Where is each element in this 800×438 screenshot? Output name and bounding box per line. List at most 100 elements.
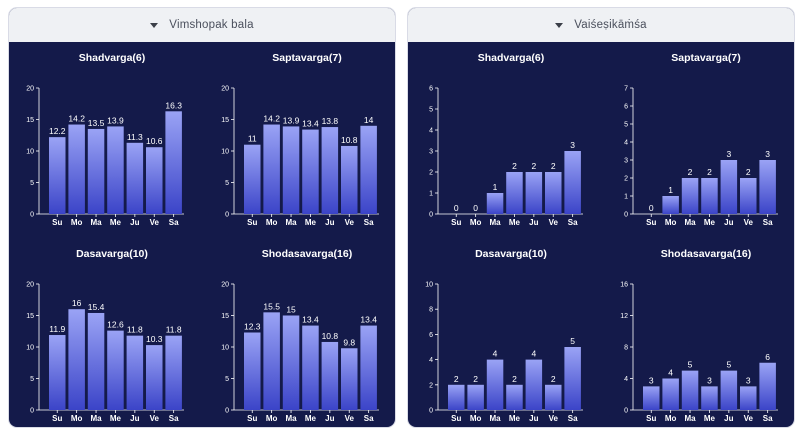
chart-grid: Shadvarga(6) 0 1 2 3 4 5 6 0 Su 0 Mo 1 Ma 2 Me 2 Ju 2 Ve 3 Sa… — [408, 42, 794, 427]
y-tick-label: 5 — [624, 122, 628, 129]
bar — [360, 125, 377, 214]
bar — [525, 172, 543, 214]
y-tick-label: 15 — [221, 117, 229, 124]
data-label: 10.8 — [322, 331, 339, 341]
x-tick-label: Mo — [71, 218, 83, 227]
data-label: 12.6 — [107, 320, 124, 330]
bar — [720, 370, 738, 410]
bar — [282, 126, 300, 214]
chart-title: Saptavarga(7) — [272, 52, 341, 64]
bar — [740, 178, 757, 214]
panel-title: Vimshopak bala — [169, 19, 254, 31]
y-tick-label: 6 — [624, 104, 628, 111]
y-tick-label: 0 — [225, 408, 229, 415]
bar — [146, 345, 163, 410]
x-tick-label: Sa — [763, 218, 773, 227]
y-tick-label: 4 — [624, 140, 628, 147]
bar — [662, 378, 679, 410]
x-tick-label: Su — [451, 218, 461, 227]
y-tick-label: 2 — [624, 176, 628, 183]
y-tick-label: 7 — [624, 86, 628, 93]
x-tick-label: Sa — [364, 414, 374, 423]
data-label: 16 — [72, 298, 82, 308]
data-label: 13.5 — [88, 118, 105, 128]
data-label: 10.6 — [146, 136, 163, 146]
data-label: 0 — [649, 203, 654, 213]
x-tick-label: Ma — [684, 218, 696, 227]
y-tick-label: 20 — [26, 282, 34, 289]
y-tick-label: 5 — [30, 376, 34, 383]
x-tick-label: Sa — [763, 414, 773, 423]
x-tick-label: Ve — [345, 414, 355, 423]
data-label: 5 — [570, 336, 575, 346]
x-tick-label: Mo — [71, 414, 83, 423]
y-tick-label: 5 — [429, 107, 433, 114]
vimshopak-bala-panel: Vimshopak bala Shadvarga(6) 0 5 10 15 20 12.2 S… — [9, 8, 395, 427]
bar — [68, 309, 85, 410]
chart-title: Dasavarga(10) — [76, 248, 148, 260]
data-label: 3 — [707, 375, 712, 385]
y-tick-label: 0 — [624, 212, 628, 219]
data-label: 15.4 — [88, 302, 105, 312]
bar — [244, 332, 261, 410]
y-tick-label: 20 — [221, 86, 229, 93]
vaisesikamsa-charts: Shadvarga(6)01234560Su0Mo1Ma2Me2Ju2Ve3Sa… — [425, 52, 778, 423]
y-tick-label: 15 — [26, 313, 34, 320]
y-tick-label: 2 — [429, 170, 433, 177]
x-tick-label: Ju — [529, 218, 538, 227]
bar — [321, 127, 339, 214]
y-tick-label: 8 — [624, 345, 628, 352]
data-label: 3 — [649, 375, 654, 385]
bar — [263, 124, 280, 214]
data-label: 1 — [668, 185, 673, 195]
x-tick-label: Ju — [325, 218, 334, 227]
x-tick-label: Su — [247, 414, 257, 423]
chart-title: Shadvarga(6) — [478, 52, 545, 64]
x-tick-label: Sa — [568, 218, 578, 227]
vimshopak-bala-header[interactable]: Vimshopak bala — [9, 8, 395, 42]
bar-chart: Shodasavarga(16) 0 5 10 15 20 12.3 Su 15.5 Mo 15 Ma… — [221, 248, 379, 423]
bar — [165, 335, 182, 410]
data-label: 5 — [688, 360, 693, 370]
x-tick-label: Ve — [345, 218, 355, 227]
y-tick-label: 2 — [429, 382, 433, 389]
x-tick-label: Ju — [724, 218, 733, 227]
vimshopak-charts: Shadvarga(6) 0 5 10 15 20 12.2 Su 14.2 Mo 13.5 Ma 13… — [26, 52, 379, 423]
x-tick-label: Me — [110, 218, 122, 227]
x-tick-label: Su — [451, 414, 461, 423]
bar-chart: Shadvarga(6) 0 5 10 15 20 12.2 Su 14.2 Mo 13.5 Ma 13… — [26, 52, 184, 227]
data-label: 0 — [473, 203, 478, 213]
y-tick-label: 10 — [26, 345, 34, 352]
y-tick-label: 20 — [26, 86, 34, 93]
data-label: 4 — [493, 349, 498, 359]
chart-grid: Shadvarga(6) 0 5 10 15 20 12.2 Su 14.2 Mo 13.5 Ma 13… — [9, 42, 395, 427]
x-tick-label: Ma — [285, 414, 297, 423]
data-label: 2 — [551, 161, 556, 171]
vaisesikamsa-header[interactable]: Vaiśeṣikāṁśa — [408, 8, 794, 42]
data-label: 2 — [512, 161, 517, 171]
bar — [506, 384, 523, 410]
bar — [545, 384, 562, 410]
bar-chart: Saptavarga(7) 0 1 2 3 4 5 6 7 0 Su 1 Mo 2 Ma 2 Me 3 Ju 2 Ve 3… — [624, 52, 778, 227]
data-label: 2 — [551, 374, 556, 384]
y-tick-label: 4 — [429, 128, 433, 135]
y-tick-label: 10 — [425, 282, 433, 289]
bar — [165, 111, 182, 214]
x-tick-label: Ma — [684, 414, 696, 423]
x-tick-label: Ju — [130, 218, 139, 227]
data-label: 2 — [454, 374, 459, 384]
bar — [49, 137, 66, 214]
data-label: 10.3 — [146, 334, 163, 344]
x-tick-label: Ju — [130, 414, 139, 423]
data-label: 12.2 — [49, 126, 66, 136]
y-tick-label: 0 — [429, 408, 433, 415]
bar — [720, 160, 738, 214]
x-tick-label: Me — [305, 218, 317, 227]
bar — [321, 341, 339, 410]
x-tick-label: Ve — [744, 218, 754, 227]
bar — [244, 144, 261, 214]
x-tick-label: Su — [52, 414, 62, 423]
bar — [282, 315, 300, 410]
chart-title: Dasavarga(10) — [475, 248, 547, 260]
x-tick-label: Ve — [150, 414, 160, 423]
